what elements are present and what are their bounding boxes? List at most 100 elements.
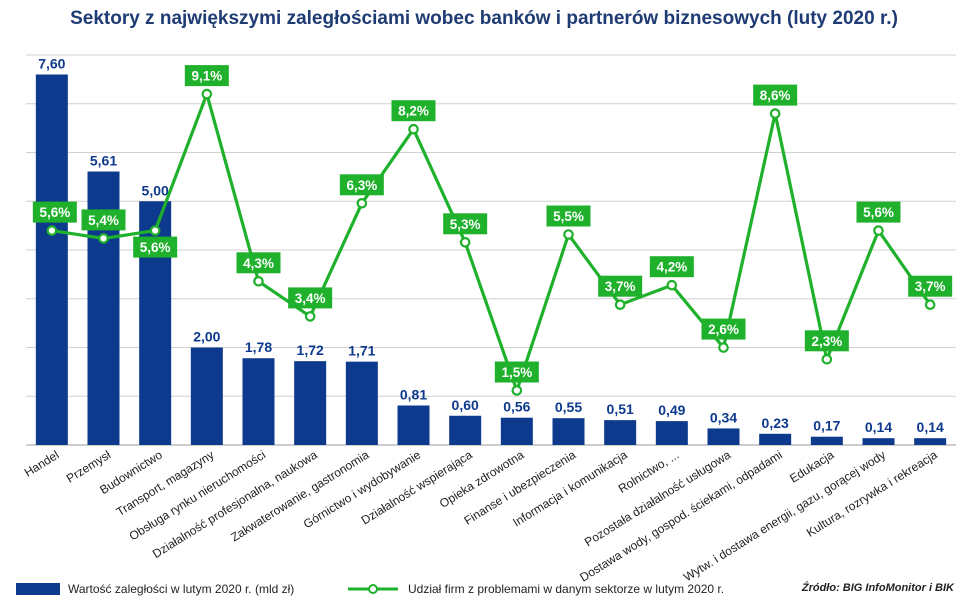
bar-value-label: 0,51 bbox=[607, 401, 634, 417]
line-value-label: 3,4% bbox=[288, 287, 333, 309]
bar bbox=[552, 418, 585, 445]
line-point bbox=[408, 123, 419, 135]
bar bbox=[655, 421, 688, 445]
bar bbox=[294, 361, 327, 445]
line-value-labels: 5,6% 5,4% 5,6% 9,1% 4,3% 3,4% 6,3% 8,2% 5,3% 1,5%… bbox=[32, 65, 953, 383]
bar-value-label: 0,81 bbox=[400, 387, 427, 403]
line-label-text: 4,2% bbox=[656, 260, 687, 275]
line-value-label: 5,4% bbox=[81, 209, 126, 231]
line-point bbox=[666, 279, 678, 291]
line-label-text: 3,4% bbox=[295, 291, 326, 306]
line-label-box bbox=[701, 318, 746, 340]
line-value-label: 1,5% bbox=[494, 361, 539, 383]
line-point bbox=[253, 275, 264, 287]
line-value-label: 3,7% bbox=[598, 275, 643, 297]
bar-value-label: 0,23 bbox=[762, 415, 789, 431]
line-label-box bbox=[908, 275, 953, 297]
bar bbox=[35, 74, 68, 445]
line-label-text: 3,7% bbox=[915, 279, 946, 294]
line-value-label: 5,5% bbox=[546, 205, 591, 227]
bar-value-label: 0,14 bbox=[917, 419, 944, 435]
line-label-box bbox=[546, 205, 591, 227]
line-label-text: 2,6% bbox=[708, 322, 739, 337]
line-label-box bbox=[133, 236, 178, 258]
line-point bbox=[149, 225, 161, 236]
line-label-text: 9,1% bbox=[191, 69, 222, 84]
bar bbox=[397, 405, 430, 445]
line-path bbox=[51, 92, 932, 393]
line-value-label: 9,1% bbox=[184, 65, 229, 87]
line-label-box bbox=[753, 84, 798, 106]
bar-value-label: 0,55 bbox=[555, 399, 582, 415]
line-label-box bbox=[184, 65, 229, 87]
bar-value-label: 1,78 bbox=[245, 339, 272, 355]
line-point bbox=[563, 229, 574, 240]
bar-value-label: 0,56 bbox=[503, 399, 530, 415]
legend-bar-swatch bbox=[16, 583, 60, 595]
line-label-text: 2,3% bbox=[811, 334, 842, 349]
line-label-text: 5,4% bbox=[88, 213, 119, 228]
line-label-box bbox=[649, 256, 694, 278]
line-point bbox=[718, 342, 729, 353]
line-value-label: 3,7% bbox=[908, 275, 953, 297]
line-label-box bbox=[598, 275, 643, 297]
bar bbox=[190, 347, 223, 445]
line-label-box bbox=[81, 209, 126, 231]
bar-value-label: 0,14 bbox=[865, 419, 892, 435]
line-label-text: 8,6% bbox=[760, 88, 791, 103]
line-label-text: 1,5% bbox=[501, 365, 532, 380]
line-label-text: 3,7% bbox=[605, 279, 636, 294]
line-point bbox=[459, 237, 471, 248]
bar bbox=[449, 415, 482, 445]
legend-line-swatch bbox=[348, 584, 398, 594]
bar-series bbox=[35, 74, 947, 445]
line-point bbox=[821, 353, 833, 365]
bar bbox=[862, 438, 895, 445]
legend-line-label: Udział firm z problemami w danym sektorz… bbox=[408, 582, 725, 596]
line-point bbox=[201, 88, 213, 100]
line-series bbox=[46, 88, 936, 396]
line-point bbox=[614, 299, 626, 310]
line-point bbox=[304, 311, 316, 322]
bar bbox=[810, 436, 843, 445]
gridlines bbox=[26, 54, 956, 446]
bar-value-labels: 7,60 5,61 5,00 2,00 1,78 1,72 1,71 0,81 0,60 0,56… bbox=[38, 56, 944, 436]
bar bbox=[914, 438, 947, 445]
line-value-label: 5,3% bbox=[443, 213, 488, 235]
legend-item-bar: Wartość zaległości w lutym 2020 r. (mld … bbox=[16, 582, 294, 596]
line-label-box bbox=[236, 252, 281, 274]
line-value-label: 8,2% bbox=[391, 100, 436, 122]
x-tick-label: Handel bbox=[22, 448, 62, 480]
line-label-text: 5,6% bbox=[863, 205, 894, 220]
line-label-text: 8,2% bbox=[398, 104, 429, 119]
line-label-box bbox=[804, 330, 849, 352]
bar-value-label: 5,00 bbox=[142, 182, 169, 198]
chart-legend: Wartość zaległości w lutym 2020 r. (mld … bbox=[0, 578, 968, 602]
line-label-text: 5,6% bbox=[39, 205, 70, 220]
bar-value-label: 5,61 bbox=[90, 153, 117, 169]
bar bbox=[707, 428, 740, 445]
bar-value-label: 1,72 bbox=[297, 342, 324, 358]
line-label-text: 4,3% bbox=[243, 256, 274, 271]
bar-value-label: 0,60 bbox=[452, 397, 479, 413]
line-label-text: 5,5% bbox=[553, 209, 584, 224]
bar bbox=[604, 420, 637, 445]
line-value-label: 6,3% bbox=[339, 174, 384, 196]
bar bbox=[759, 433, 792, 445]
bar-value-label: 0,34 bbox=[710, 409, 737, 425]
line-label-box bbox=[32, 201, 77, 223]
legend-bar-label: Wartość zaległości w lutym 2020 r. (mld … bbox=[68, 582, 295, 596]
line-value-label: 5,6% bbox=[133, 236, 178, 258]
line-value-label: 2,6% bbox=[701, 318, 746, 340]
x-tick-label: Opieka zdrowotna bbox=[437, 448, 527, 511]
line-value-label: 8,6% bbox=[753, 84, 798, 106]
line-label-text: 6,3% bbox=[346, 178, 377, 193]
bar bbox=[500, 417, 533, 445]
line-point bbox=[98, 233, 109, 244]
line-label-box bbox=[288, 287, 333, 309]
line-point bbox=[873, 225, 884, 236]
source-note: Źródło: BIG InfoMonitor i BIK bbox=[801, 582, 954, 594]
bar-value-label: 0,49 bbox=[658, 402, 685, 418]
line-value-label: 5,6% bbox=[32, 201, 77, 223]
